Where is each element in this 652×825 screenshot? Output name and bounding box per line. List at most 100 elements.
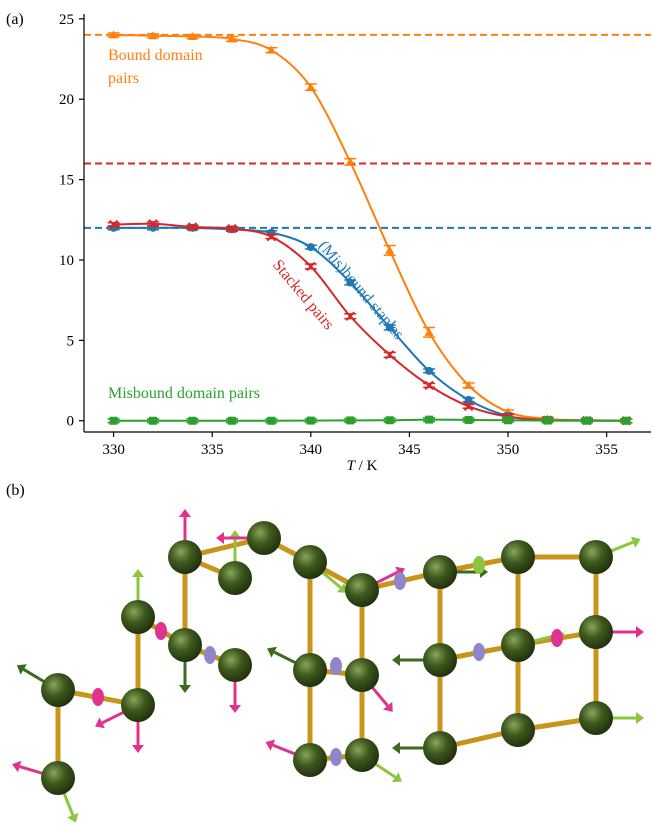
nucleotide-sphere (423, 555, 457, 589)
data-point-misbound_domain (543, 416, 552, 425)
junction-cone (155, 622, 167, 640)
patch-vector (375, 570, 399, 585)
annotation-stacked-pairs: Stacked pairs (269, 257, 337, 334)
data-point-misbound_staples (346, 278, 355, 287)
patch-vector (272, 743, 296, 756)
series-misbound_domain (107, 415, 633, 425)
y-tick-label: 20 (59, 92, 74, 108)
nucleotide-sphere (501, 540, 535, 574)
series-layer (107, 30, 633, 426)
nucleotide-sphere (579, 540, 613, 574)
nucleotide-sphere (423, 643, 457, 677)
series-bound (107, 30, 633, 425)
patch-arrowhead (95, 717, 105, 729)
data-point-stacked (306, 261, 316, 272)
junction-cone (551, 629, 563, 647)
patch-arrowhead (267, 646, 277, 658)
data-point-misbound_domain (306, 416, 315, 425)
nucleotide-sphere (579, 615, 613, 649)
axes: 0 5 10 15 20 25 330 335 340 345 350 355 (59, 12, 651, 458)
junction-cone (394, 572, 406, 590)
nucleotide-sphere (501, 628, 535, 662)
nucleotide-sphere (247, 521, 281, 555)
data-point-misbound_domain (346, 416, 355, 425)
data-point-stacked (384, 350, 395, 360)
data-point-bound (424, 327, 434, 336)
patch-arrowhead (229, 530, 241, 538)
junction-cone (204, 646, 216, 664)
nucleotide-sphere (121, 688, 155, 722)
y-tick-label: 5 (67, 333, 75, 349)
data-point-misbound_domain (425, 415, 434, 424)
patch-arrowhead (16, 664, 27, 675)
data-point-bound (266, 45, 276, 54)
data-point-stacked (463, 401, 474, 411)
annotation-bound-domain-line2: pairs (108, 70, 139, 87)
nucleotide-sphere (218, 561, 252, 595)
patch-arrowhead (229, 705, 241, 713)
annotation-misbound-domain-pairs: Misbound domain pairs (108, 385, 260, 402)
dna-origami-diagram (12, 509, 644, 823)
data-point-stacked (227, 223, 237, 234)
patch-vector (610, 540, 634, 553)
data-point-misbound_domain (464, 415, 473, 424)
data-point-bound (187, 32, 197, 41)
patch-arrowhead (132, 569, 144, 577)
patch-arrowhead (216, 532, 224, 544)
data-point-misbound_domain (227, 416, 236, 425)
data-point-bound (109, 30, 119, 39)
data-point-misbound_staples (385, 323, 394, 332)
x-axis-label: T / K (347, 458, 378, 474)
data-point-misbound_staples (306, 243, 315, 252)
y-tick-label: 0 (67, 414, 75, 430)
data-point-misbound_domain (622, 416, 631, 425)
x-tick-label: 350 (497, 442, 520, 458)
panel-label-b: (b) (6, 482, 25, 499)
patch-arrowhead (179, 685, 191, 693)
data-point-stacked (345, 311, 355, 321)
patch-arrowhead (179, 509, 191, 517)
patch-vector (101, 710, 125, 725)
data-point-misbound_domain (504, 416, 513, 425)
patch-arrowhead (336, 582, 347, 593)
data-point-stacked (266, 231, 277, 242)
data-point-misbound_staples (425, 366, 434, 375)
nucleotide-sphere (579, 701, 613, 735)
y-tick-label: 10 (59, 253, 74, 269)
patch-arrowhead (636, 626, 644, 638)
patch-arrowhead (636, 712, 644, 724)
patch-arrowhead (392, 654, 400, 666)
patch-arrowhead (265, 739, 276, 751)
junction-cone (92, 688, 104, 706)
nucleotide-sphere (41, 673, 75, 707)
data-point-misbound_domain (149, 416, 158, 425)
plot-panel-a: 0 5 10 15 20 25 330 335 340 345 350 355 Bound domai… (59, 12, 651, 474)
annotation-bound-domain-line1: Bound domain (108, 47, 203, 64)
patch-vector (22, 668, 46, 684)
nucleotide-sphere (41, 761, 75, 795)
nucleotide-sphere (293, 653, 327, 687)
nucleotide-sphere (121, 600, 155, 634)
x-tick-label: 355 (595, 442, 618, 458)
panel-label-a: (a) (6, 11, 24, 28)
x-tick-label: 345 (398, 442, 421, 458)
data-point-stacked (187, 222, 198, 232)
series-line-bound (113, 33, 627, 422)
patch-arrowhead (12, 760, 22, 773)
data-point-bound (464, 380, 474, 389)
data-point-misbound_domain (582, 416, 591, 425)
patch-vector (62, 792, 75, 816)
data-point-misbound_staples (464, 395, 473, 404)
data-point-misbound_domain (109, 416, 118, 425)
nucleotide-sphere (293, 545, 327, 579)
data-point-misbound_domain (385, 416, 394, 425)
data-point-stacked (148, 219, 158, 229)
data-point-misbound_domain (188, 416, 197, 425)
nucleotide-sphere (345, 573, 379, 607)
data-point-bound (345, 157, 355, 166)
x-tick-label: 335 (201, 442, 224, 458)
junction-cone (330, 657, 342, 675)
nucleotide-sphere (293, 743, 327, 777)
nucleotide-sphere (168, 628, 202, 662)
